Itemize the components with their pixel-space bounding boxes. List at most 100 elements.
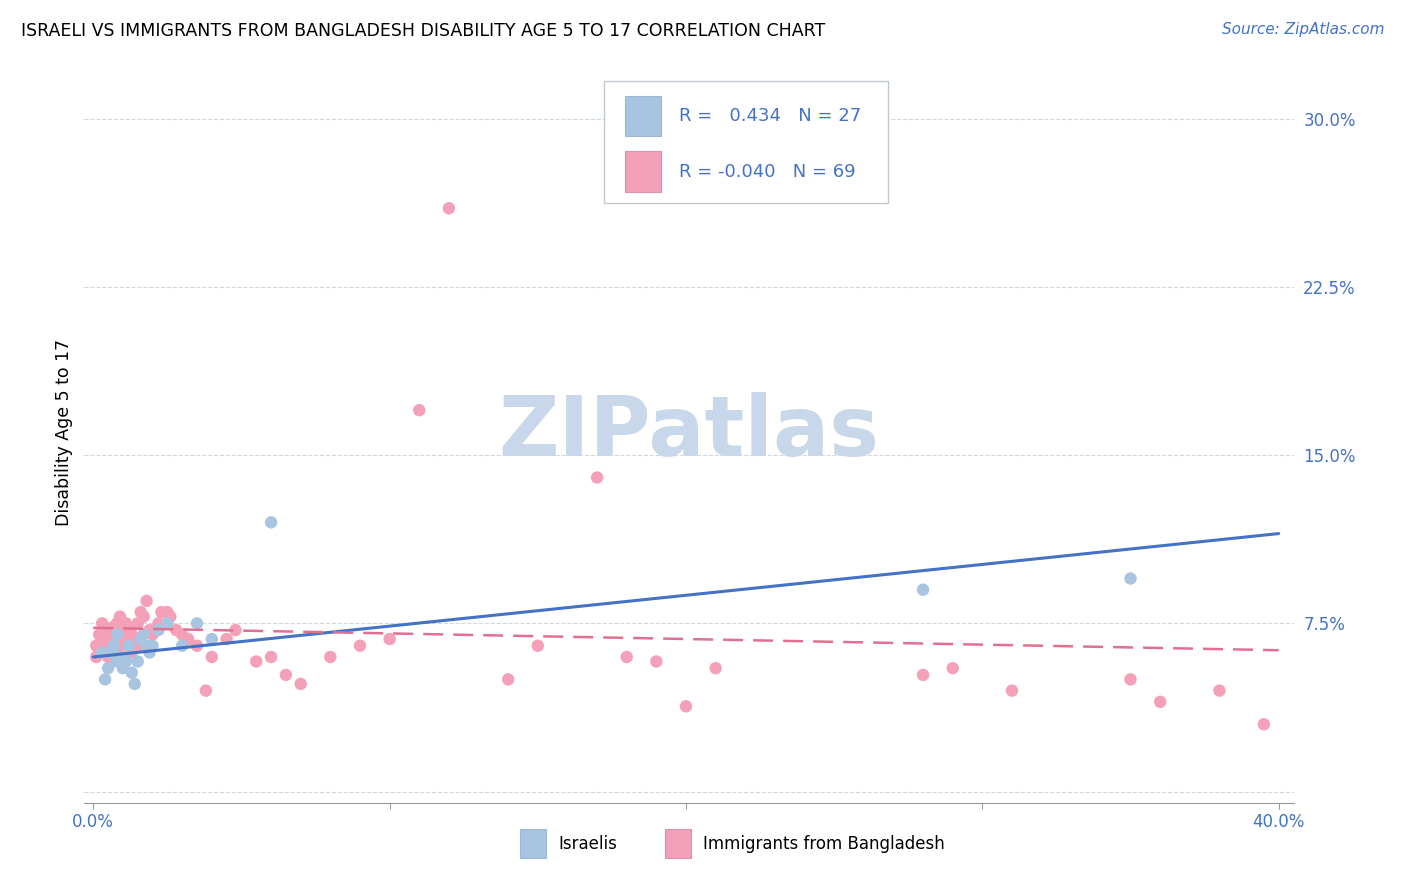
Point: [138, 645, 160, 659]
Point: [115, 655, 138, 669]
Point: [225, 623, 247, 637]
Point: [1253, 717, 1275, 731]
Point: [165, 623, 187, 637]
Point: [105, 627, 128, 641]
Point: [132, 627, 155, 641]
Point: [132, 609, 155, 624]
Point: [186, 639, 208, 653]
Point: [111, 661, 134, 675]
Point: [118, 621, 141, 635]
Point: [103, 639, 125, 653]
Point: [148, 623, 170, 637]
Point: [127, 655, 149, 669]
Point: [172, 627, 194, 641]
Point: [91, 645, 114, 659]
Point: [135, 639, 157, 653]
Point: [912, 668, 935, 682]
Point: [105, 632, 128, 646]
Point: [100, 639, 122, 653]
Point: [91, 632, 114, 646]
Point: [118, 639, 141, 653]
Point: [97, 661, 120, 675]
Point: [172, 639, 194, 653]
Point: [177, 632, 200, 646]
Point: [100, 645, 122, 659]
Point: [91, 616, 114, 631]
Point: [150, 605, 173, 619]
Point: [378, 632, 401, 646]
Point: [260, 650, 283, 665]
Point: [349, 639, 371, 653]
Point: [156, 605, 179, 619]
Point: [215, 632, 238, 646]
Point: [124, 632, 146, 646]
Text: Source: ZipAtlas.com: Source: ZipAtlas.com: [1222, 22, 1385, 37]
Point: [94, 623, 117, 637]
Point: [645, 655, 668, 669]
Point: [105, 616, 128, 631]
Point: [408, 403, 430, 417]
Point: [141, 639, 163, 653]
Point: [496, 673, 519, 687]
Point: [127, 639, 149, 653]
Point: [616, 650, 638, 665]
Point: [115, 632, 138, 646]
Point: [121, 665, 143, 680]
FancyBboxPatch shape: [665, 829, 692, 858]
Point: [138, 623, 160, 637]
Point: [245, 655, 267, 669]
Text: Israelis: Israelis: [558, 835, 617, 853]
Point: [105, 655, 128, 669]
Point: [156, 616, 179, 631]
Point: [159, 609, 181, 624]
Point: [129, 632, 152, 646]
Point: [108, 609, 131, 624]
Point: [121, 645, 143, 659]
Point: [115, 616, 138, 631]
Point: [89, 645, 111, 659]
Point: [135, 594, 157, 608]
Point: [1001, 683, 1024, 698]
Point: [1119, 673, 1142, 687]
Point: [201, 650, 224, 665]
Point: [94, 639, 117, 653]
Point: [100, 621, 122, 635]
Point: [97, 632, 120, 646]
Point: [108, 650, 131, 665]
Point: [319, 650, 342, 665]
Point: [274, 668, 297, 682]
Point: [111, 650, 134, 665]
Point: [704, 661, 727, 675]
Point: [84, 650, 107, 665]
Point: [1119, 571, 1142, 585]
Point: [260, 516, 283, 530]
FancyBboxPatch shape: [624, 95, 661, 136]
Point: [118, 639, 141, 653]
Point: [586, 470, 609, 484]
Point: [201, 632, 224, 646]
Text: ZIPatlas: ZIPatlas: [499, 392, 879, 473]
Point: [186, 616, 208, 631]
Point: [121, 627, 143, 641]
Point: [103, 627, 125, 641]
Point: [89, 627, 111, 641]
Point: [148, 616, 170, 631]
Point: [1208, 683, 1230, 698]
Point: [94, 673, 117, 687]
Point: [108, 639, 131, 653]
Point: [129, 605, 152, 619]
Text: R =   0.434   N = 27: R = 0.434 N = 27: [679, 107, 862, 125]
Point: [124, 677, 146, 691]
Text: ISRAELI VS IMMIGRANTS FROM BANGLADESH DISABILITY AGE 5 TO 17 CORRELATION CHART: ISRAELI VS IMMIGRANTS FROM BANGLADESH DI…: [21, 22, 825, 40]
Point: [84, 639, 107, 653]
FancyBboxPatch shape: [624, 152, 661, 192]
Y-axis label: Disability Age 5 to 17: Disability Age 5 to 17: [55, 339, 73, 526]
Point: [437, 201, 460, 215]
Text: Immigrants from Bangladesh: Immigrants from Bangladesh: [703, 835, 945, 853]
Text: R = -0.040   N = 69: R = -0.040 N = 69: [679, 162, 856, 181]
FancyBboxPatch shape: [605, 81, 889, 203]
Point: [97, 650, 120, 665]
Point: [103, 650, 125, 665]
Point: [527, 639, 550, 653]
Point: [912, 582, 935, 597]
